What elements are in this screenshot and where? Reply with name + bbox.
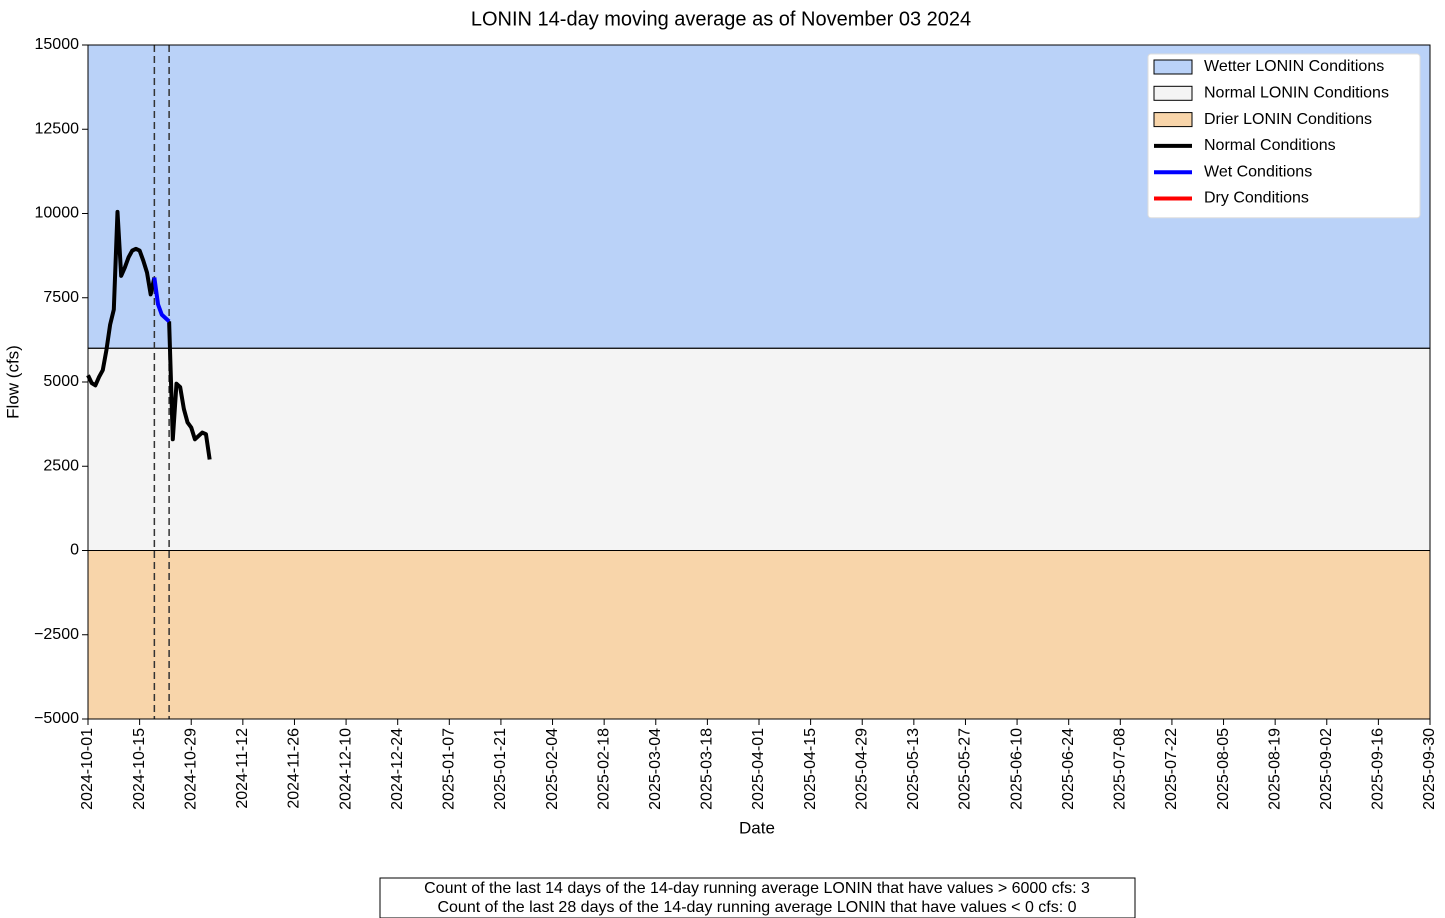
x-tick-label: 2025-03-04 bbox=[647, 728, 664, 810]
x-tick-label: 2024-10-01 bbox=[79, 728, 96, 810]
legend-label: Dry Conditions bbox=[1204, 190, 1309, 207]
x-tick-label: 2025-08-19 bbox=[1266, 728, 1283, 810]
x-tick-label: 2024-11-12 bbox=[234, 728, 251, 809]
y-tick-label: 10000 bbox=[35, 205, 80, 222]
x-tick-label: 2025-09-16 bbox=[1370, 728, 1387, 810]
x-tick-label: 2025-04-01 bbox=[750, 728, 767, 810]
legend-label: Wetter LONIN Conditions bbox=[1204, 58, 1384, 75]
legend-label: Wet Conditions bbox=[1204, 163, 1312, 180]
x-tick-label: 2025-08-05 bbox=[1215, 728, 1232, 810]
x-tick-label: 2025-06-10 bbox=[1008, 728, 1025, 810]
condition-band bbox=[88, 550, 1430, 719]
x-tick-label: 2025-03-18 bbox=[699, 728, 716, 810]
x-tick-label: 2025-05-13 bbox=[905, 728, 922, 810]
y-tick-label: 5000 bbox=[43, 373, 79, 390]
x-tick-label: 2025-02-18 bbox=[595, 728, 612, 810]
x-tick-label: 2024-10-29 bbox=[182, 728, 199, 810]
x-tick-label: 2025-01-07 bbox=[441, 728, 458, 810]
y-tick-label: 2500 bbox=[43, 457, 79, 474]
x-tick-label: 2025-07-22 bbox=[1163, 728, 1180, 810]
x-tick-label: 2025-04-29 bbox=[853, 728, 870, 810]
x-tick-label: 2024-12-10 bbox=[337, 728, 354, 810]
chart-title: LONIN 14-day moving average as of Novemb… bbox=[471, 8, 971, 30]
x-tick-label: 2024-10-15 bbox=[131, 728, 148, 810]
annotation: Count of the last 14 days of the 14-day … bbox=[424, 880, 1090, 897]
x-tick-label: 2025-07-08 bbox=[1112, 728, 1129, 810]
y-tick-label: −5000 bbox=[34, 710, 79, 727]
x-tick-label: 2025-04-15 bbox=[802, 728, 819, 810]
legend-label: Drier LONIN Conditions bbox=[1204, 111, 1372, 128]
y-tick-label: 15000 bbox=[35, 36, 80, 53]
series-line bbox=[86, 209, 212, 460]
legend-swatch bbox=[1153, 112, 1193, 128]
legend-swatch bbox=[1153, 59, 1193, 75]
x-tick-label: 2024-12-24 bbox=[389, 728, 406, 810]
x-tick-label: 2025-01-21 bbox=[492, 728, 509, 810]
x-tick-label: 2024-11-26 bbox=[286, 728, 303, 809]
x-axis-label: Date bbox=[739, 818, 775, 837]
y-tick-label: 7500 bbox=[43, 289, 79, 306]
legend-label: Normal LONIN Conditions bbox=[1204, 85, 1389, 102]
y-axis-label: Flow (cfs) bbox=[3, 345, 22, 419]
legend-label: Normal Conditions bbox=[1204, 137, 1336, 154]
legend-box bbox=[1147, 53, 1421, 219]
x-tick-label: 2025-09-30 bbox=[1421, 728, 1438, 810]
annotation: Count of the last 28 days of the 14-day … bbox=[437, 899, 1076, 916]
series-line bbox=[152, 277, 171, 323]
x-tick-label: 2025-06-24 bbox=[1060, 728, 1077, 810]
y-tick-label: 12500 bbox=[35, 120, 80, 137]
y-tick-label: −2500 bbox=[34, 626, 79, 643]
y-tick-label: 0 bbox=[70, 542, 79, 559]
x-tick-label: 2025-09-02 bbox=[1318, 728, 1335, 810]
x-tick-label: 2025-05-27 bbox=[957, 728, 974, 810]
annotation-box bbox=[379, 877, 1136, 918]
x-tick-label: 2025-02-04 bbox=[544, 728, 561, 810]
legend-swatch bbox=[1153, 85, 1193, 101]
condition-band bbox=[88, 348, 1430, 551]
